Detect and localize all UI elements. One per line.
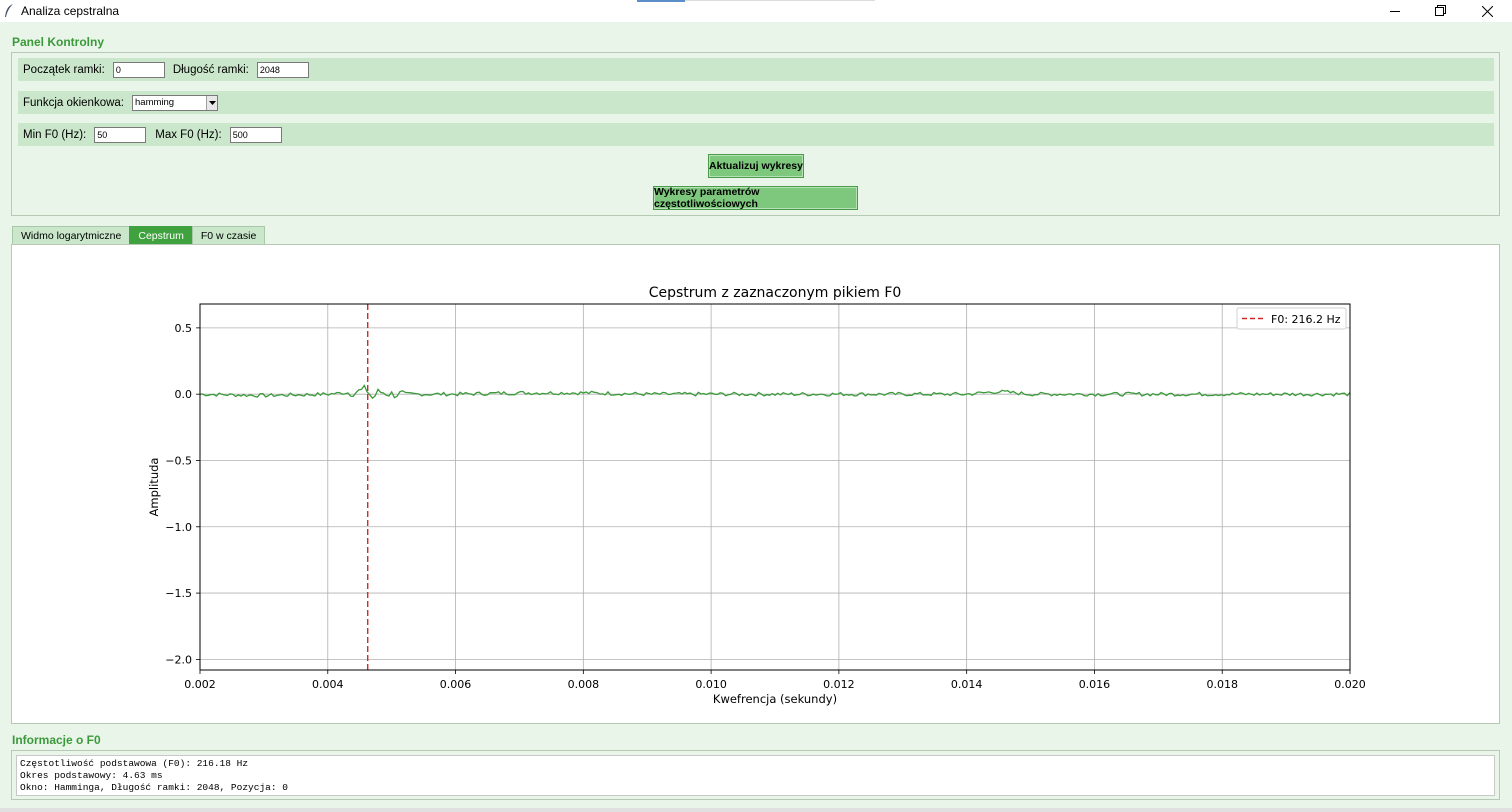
window-fn-label: Funkcja okienkowa: [23,96,124,109]
window-title: Analiza cepstralna [21,4,120,18]
bottom-edge [0,808,1512,812]
f0-info-line: Częstotliwość podstawowa (F0): 216.18 Hz [20,758,249,769]
x-tick-label: 0.014 [951,678,983,691]
close-icon [1481,5,1493,17]
x-tick-label: 0.006 [440,678,472,691]
x-tick-label: 0.002 [184,678,216,691]
frame-params-row: Początek ramki: Długość ramki: [18,58,1494,81]
minimize-icon [1390,11,1400,12]
close-button[interactable] [1464,0,1510,22]
cepstrum-line [199,384,1351,400]
y-tick-label: −1.0 [165,521,192,534]
cepstrum-chart: 0.002 0.004 0.006 0.008 0.010 0.012 0.014 0.016… [147,285,1366,706]
x-tick-label: 0.010 [695,678,727,691]
frame-start-input[interactable] [112,61,165,78]
x-tick-label: 0.016 [1079,678,1111,691]
max-f0-input[interactable] [229,126,282,143]
f0-range-row: Min F0 (Hz): Max F0 (Hz): [18,123,1494,146]
f0-info-text[interactable]: Częstotliwość podstawowa (F0): 216.18 Hz… [16,755,1495,796]
y-axis-label: Amplituda [147,458,161,517]
frame-length-input[interactable] [256,61,309,78]
window-fn-select[interactable]: hamming [132,94,218,111]
tab-cepstrum[interactable]: Cepstrum [129,226,193,245]
f0-info-line: Okres podstawowy: 4.63 ms [20,769,163,781]
legend-box [1236,307,1347,330]
window-fn-value: hamming [135,96,175,108]
x-tick-label: 0.004 [312,678,344,691]
x-tick-label: 0.012 [823,678,855,691]
x-tick-label: 0.020 [1334,678,1366,691]
x-tick-label: 0.018 [1206,678,1238,691]
x-axis-label: Kwefrencja (sekundy) [713,692,837,706]
y-tick-label: −1.5 [165,587,192,600]
y-tick-label: −2.0 [165,653,192,666]
y-tick-label: −0.5 [165,454,192,467]
f0-info-title: Informacje o F0 [12,733,101,747]
feather-icon [5,4,13,17]
frame-start-label: Początek ramki: [23,63,105,76]
x-tick-label: 0.008 [568,678,600,691]
tab-bar: Widmo logarytmiczne Cepstrum F0 w czasie [12,226,266,245]
min-f0-input[interactable] [94,126,147,143]
title-bar: Analiza cepstralna [0,0,1512,22]
max-f0-label: Max F0 (Hz): [155,128,222,141]
legend-label: F0: 216.2 Hz [1271,313,1341,326]
tab-f0-over-time[interactable]: F0 w czasie [191,226,266,245]
restore-icon [1435,5,1446,16]
frequency-params-button[interactable]: Wykresy parametrów częstotliwościowych [653,186,858,210]
control-panel-title: Panel Kontrolny [12,35,105,49]
f0-info-line: Okno: Hamminga, Długość ramki: 2048, Poz… [20,781,288,793]
minimize-button[interactable] [1372,0,1418,22]
frame-length-label: Długość ramki: [172,63,249,76]
restore-button[interactable] [1418,0,1464,22]
chevron-down-icon[interactable] [206,95,217,110]
cepstrum-chart-panel: 0.002 0.004 0.006 0.008 0.010 0.012 0.014 0.016… [11,244,1500,724]
axes-frame [199,303,1351,671]
window-fn-row: Funkcja okienkowa: hamming [18,91,1494,114]
taskbar-indicator-line [685,0,875,1]
min-f0-label: Min F0 (Hz): [23,128,87,141]
tab-log-spectrum[interactable]: Widmo logarytmiczne [12,226,131,245]
taskbar-indicator [637,0,685,2]
chart-title: Cepstrum z zaznaczonym pikiem F0 [649,285,902,301]
update-charts-button[interactable]: Aktualizuj wykresy [708,154,804,178]
y-tick-label: 0.5 [175,322,193,335]
y-tick-label: 0.0 [175,388,193,401]
